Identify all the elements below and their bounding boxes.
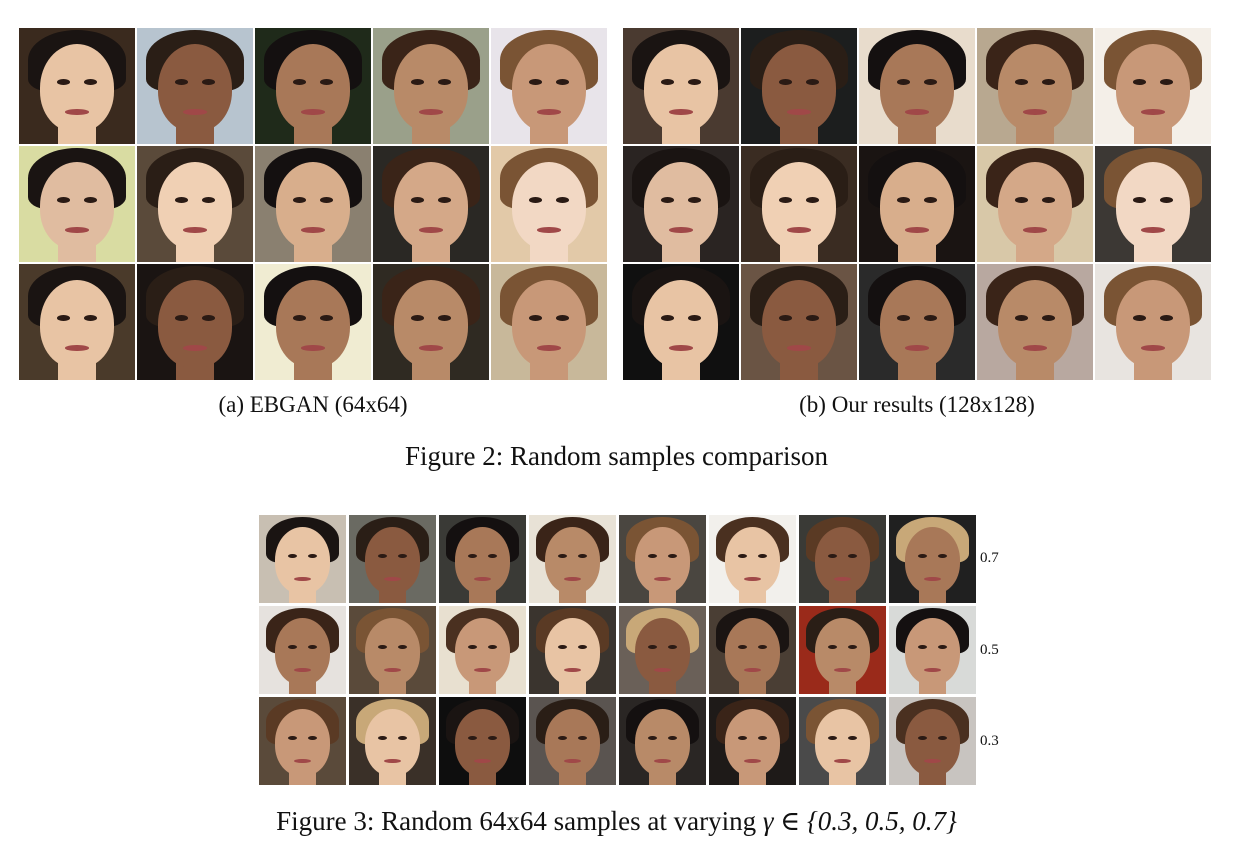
gamma-sample-1-4 bbox=[619, 606, 706, 694]
figure-3-caption-math: γ ∈ {0.3, 0.5, 0.7} bbox=[762, 806, 957, 836]
ebgan-sample-1-2 bbox=[255, 146, 371, 262]
gamma-sample-1-1 bbox=[349, 606, 436, 694]
ebgan-sample-0-1 bbox=[137, 28, 253, 144]
ours-sample-0-2 bbox=[859, 28, 975, 144]
our-results-sample-grid bbox=[623, 28, 1211, 380]
ebgan-sample-2-4 bbox=[491, 264, 607, 380]
subfigure-a-caption: (a) EBGAN (64x64) bbox=[218, 392, 408, 417]
gamma-sample-grid bbox=[259, 515, 976, 785]
gamma-sample-0-0 bbox=[259, 515, 346, 603]
ebgan-sample-1-1 bbox=[137, 146, 253, 262]
gamma-sample-2-0 bbox=[259, 697, 346, 785]
ours-sample-2-1 bbox=[741, 264, 857, 380]
ours-sample-1-1 bbox=[741, 146, 857, 262]
ours-sample-2-2 bbox=[859, 264, 975, 380]
ebgan-sample-2-0 bbox=[19, 264, 135, 380]
gamma-sample-0-3 bbox=[529, 515, 616, 603]
gamma-sample-0-6 bbox=[799, 515, 886, 603]
ebgan-sample-1-4 bbox=[491, 146, 607, 262]
gamma-sample-2-2 bbox=[439, 697, 526, 785]
ours-sample-2-3 bbox=[977, 264, 1093, 380]
gamma-sample-0-7 bbox=[889, 515, 976, 603]
ours-sample-1-4 bbox=[1095, 146, 1211, 262]
figure-2-caption: Figure 2: Random samples comparison bbox=[405, 441, 828, 471]
gamma-sample-2-1 bbox=[349, 697, 436, 785]
gamma-row-label-0-3: 0.3 bbox=[980, 733, 999, 749]
ours-sample-2-0 bbox=[623, 264, 739, 380]
subfigure-b-caption: (b) Our results (128x128) bbox=[799, 392, 1035, 417]
ours-sample-1-2 bbox=[859, 146, 975, 262]
gamma-sample-1-7 bbox=[889, 606, 976, 694]
gamma-row-label-0-7: 0.7 bbox=[980, 550, 999, 566]
gamma-sample-0-5 bbox=[709, 515, 796, 603]
gamma-sample-2-4 bbox=[619, 697, 706, 785]
ebgan-sample-2-2 bbox=[255, 264, 371, 380]
ebgan-sample-grid bbox=[19, 28, 607, 380]
ours-sample-2-4 bbox=[1095, 264, 1211, 380]
gamma-sample-1-6 bbox=[799, 606, 886, 694]
ebgan-sample-2-1 bbox=[137, 264, 253, 380]
figure-3-caption-text: Figure 3: Random 64x64 samples at varyin… bbox=[276, 806, 763, 836]
gamma-sample-2-6 bbox=[799, 697, 886, 785]
gamma-sample-0-4 bbox=[619, 515, 706, 603]
gamma-sample-0-2 bbox=[439, 515, 526, 603]
ours-sample-0-1 bbox=[741, 28, 857, 144]
ours-sample-1-0 bbox=[623, 146, 739, 262]
ours-sample-0-0 bbox=[623, 28, 739, 144]
gamma-sample-1-5 bbox=[709, 606, 796, 694]
gamma-sample-0-1 bbox=[349, 515, 436, 603]
ours-sample-0-3 bbox=[977, 28, 1093, 144]
gamma-sample-1-2 bbox=[439, 606, 526, 694]
figure-3-caption: Figure 3: Random 64x64 samples at varyin… bbox=[0, 806, 1233, 837]
gamma-row-label-0-5: 0.5 bbox=[980, 642, 999, 658]
gamma-sample-2-7 bbox=[889, 697, 976, 785]
ebgan-sample-0-0 bbox=[19, 28, 135, 144]
ebgan-sample-0-4 bbox=[491, 28, 607, 144]
ebgan-sample-0-3 bbox=[373, 28, 489, 144]
ebgan-sample-0-2 bbox=[255, 28, 371, 144]
ebgan-sample-2-3 bbox=[373, 264, 489, 380]
ours-sample-0-4 bbox=[1095, 28, 1211, 144]
gamma-sample-2-5 bbox=[709, 697, 796, 785]
ours-sample-1-3 bbox=[977, 146, 1093, 262]
ebgan-sample-1-3 bbox=[373, 146, 489, 262]
gamma-sample-1-3 bbox=[529, 606, 616, 694]
gamma-sample-1-0 bbox=[259, 606, 346, 694]
gamma-sample-2-3 bbox=[529, 697, 616, 785]
ebgan-sample-1-0 bbox=[19, 146, 135, 262]
